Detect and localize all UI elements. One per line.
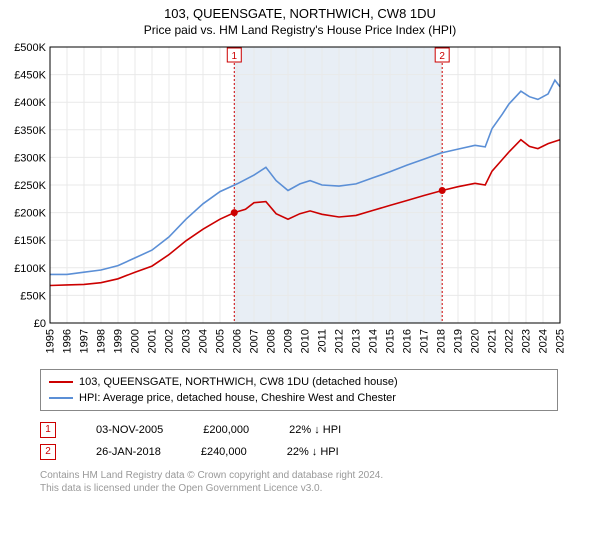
marker-date: 26-JAN-2018 <box>96 441 161 463</box>
footer: Contains HM Land Registry data © Crown c… <box>40 469 558 495</box>
svg-text:1998: 1998 <box>95 329 107 353</box>
legend-row: 103, QUEENSGATE, NORTHWICH, CW8 1DU (det… <box>49 374 549 390</box>
svg-text:2002: 2002 <box>163 329 175 353</box>
svg-text:£0: £0 <box>34 318 46 330</box>
svg-text:£450K: £450K <box>14 70 46 82</box>
marker-pct: 22% ↓ HPI <box>289 419 341 441</box>
svg-text:1995: 1995 <box>44 329 56 353</box>
marker-pct: 22% ↓ HPI <box>287 441 339 463</box>
svg-text:£50K: £50K <box>20 290 46 302</box>
marker-price: £240,000 <box>201 441 247 463</box>
marker-badge: 2 <box>40 444 56 460</box>
marker-date: 03-NOV-2005 <box>96 419 163 441</box>
svg-text:2012: 2012 <box>333 329 345 353</box>
svg-text:2008: 2008 <box>265 329 277 353</box>
marker-row: 2 26-JAN-2018 £240,000 22% ↓ HPI <box>40 441 558 463</box>
marker-badge: 1 <box>40 422 56 438</box>
svg-text:2000: 2000 <box>129 329 141 353</box>
svg-text:1: 1 <box>231 51 237 62</box>
page-subtitle: Price paid vs. HM Land Registry's House … <box>6 23 594 37</box>
svg-text:£150K: £150K <box>14 235 46 247</box>
footer-line: This data is licensed under the Open Gov… <box>40 482 558 495</box>
chart-container: £0 £50K £100K £150K £200K £250K £300K £350K £400… <box>6 43 594 363</box>
marker-n: 1 <box>45 419 51 441</box>
svg-text:2003: 2003 <box>180 329 192 353</box>
svg-text:1997: 1997 <box>78 329 90 353</box>
legend-row: HPI: Average price, detached house, Ches… <box>49 390 549 406</box>
svg-text:2017: 2017 <box>418 329 430 353</box>
svg-text:2011: 2011 <box>316 329 328 353</box>
marker-n: 2 <box>45 441 51 463</box>
svg-text:2020: 2020 <box>469 329 481 353</box>
svg-text:£400K: £400K <box>14 97 46 109</box>
svg-text:£300K: £300K <box>14 152 46 164</box>
svg-text:2005: 2005 <box>214 329 226 353</box>
price-chart: £0 £50K £100K £150K £200K £250K £300K £350K £400… <box>6 43 566 363</box>
svg-text:2018: 2018 <box>435 329 447 353</box>
svg-text:£200K: £200K <box>14 208 46 220</box>
legend-swatch <box>49 397 73 399</box>
svg-text:2025: 2025 <box>554 329 566 353</box>
legend-label: HPI: Average price, detached house, Ches… <box>79 390 396 406</box>
svg-text:2007: 2007 <box>248 329 260 353</box>
svg-text:2014: 2014 <box>367 329 379 353</box>
footer-line: Contains HM Land Registry data © Crown c… <box>40 469 558 482</box>
svg-text:2001: 2001 <box>146 329 158 353</box>
marker-table: 1 03-NOV-2005 £200,000 22% ↓ HPI 2 26-JA… <box>40 419 558 463</box>
svg-text:2021: 2021 <box>486 329 498 353</box>
svg-text:£350K: £350K <box>14 125 46 137</box>
svg-text:1996: 1996 <box>61 329 73 353</box>
svg-text:£100K: £100K <box>14 263 46 275</box>
svg-text:2022: 2022 <box>503 329 515 353</box>
svg-text:2006: 2006 <box>231 329 243 353</box>
legend-label: 103, QUEENSGATE, NORTHWICH, CW8 1DU (det… <box>79 374 398 390</box>
svg-text:2016: 2016 <box>401 329 413 353</box>
svg-text:2013: 2013 <box>350 329 362 353</box>
svg-text:2004: 2004 <box>197 329 209 353</box>
svg-text:£500K: £500K <box>14 43 46 54</box>
svg-text:2: 2 <box>439 51 445 62</box>
svg-text:1999: 1999 <box>112 329 124 353</box>
svg-text:2023: 2023 <box>520 329 532 353</box>
svg-text:2009: 2009 <box>282 329 294 353</box>
marker-price: £200,000 <box>203 419 249 441</box>
legend-swatch <box>49 381 73 383</box>
svg-text:£250K: £250K <box>14 180 46 192</box>
svg-text:2015: 2015 <box>384 329 396 353</box>
svg-text:2024: 2024 <box>537 329 549 353</box>
svg-text:2010: 2010 <box>299 329 311 353</box>
legend: 103, QUEENSGATE, NORTHWICH, CW8 1DU (det… <box>40 369 558 411</box>
marker-row: 1 03-NOV-2005 £200,000 22% ↓ HPI <box>40 419 558 441</box>
page-title: 103, QUEENSGATE, NORTHWICH, CW8 1DU <box>6 6 594 21</box>
svg-text:2019: 2019 <box>452 329 464 353</box>
